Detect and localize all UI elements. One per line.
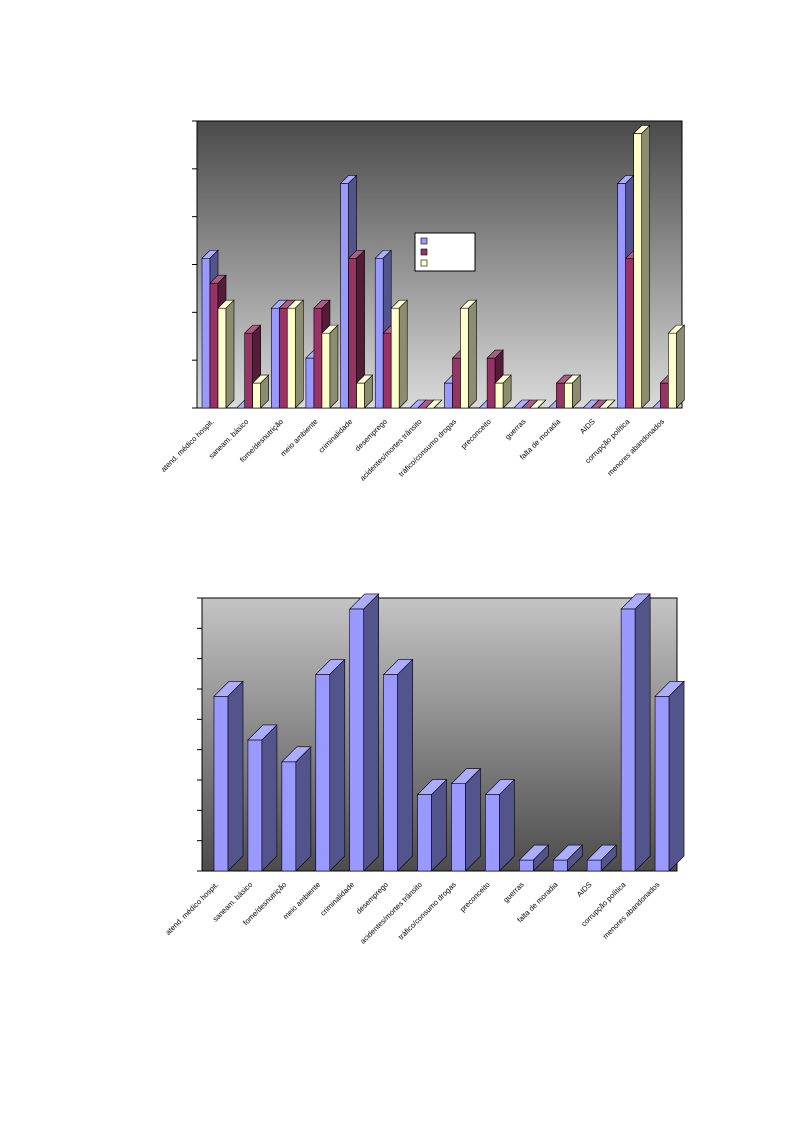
bar-acidentes-mortes-transito-s1 bbox=[416, 778, 448, 872]
bar-fome-desnutricao-s3 bbox=[286, 299, 305, 409]
bar-atend-medico-hospit-s3 bbox=[217, 299, 235, 409]
bar-aids-s3 bbox=[598, 399, 616, 409]
bar-atend-medico-hospit-s1 bbox=[213, 680, 244, 872]
bar-desemprego-s3 bbox=[390, 299, 408, 409]
bar-trafico-consumo-drogas-s3 bbox=[459, 299, 478, 409]
bar-trafico-consumo-drogas-s1 bbox=[450, 767, 482, 872]
x-tick-label: AIDS bbox=[578, 417, 597, 436]
bar-meio-ambiente-s1 bbox=[315, 658, 346, 872]
x-tick-label: atend. médico hospit. bbox=[159, 417, 216, 474]
bar-preconceito-s1 bbox=[484, 778, 516, 872]
x-tick-label: preconceito bbox=[459, 417, 493, 451]
x-tick-label: atend. médico hospit. bbox=[164, 880, 221, 937]
legend-swatch bbox=[420, 248, 428, 256]
legend bbox=[414, 232, 476, 272]
x-tick-label: acidentes/mortes trânsito bbox=[358, 880, 424, 946]
bar-menores-abandonados-s3 bbox=[667, 324, 686, 409]
bar-criminalidade-s3 bbox=[355, 374, 374, 409]
bar-preconceito-s3 bbox=[494, 374, 512, 409]
x-tick-label: menores abandonados bbox=[605, 417, 666, 478]
bar-menores-abandonados-s1 bbox=[654, 680, 685, 872]
bar-acidentes-mortes-transito-s3 bbox=[425, 399, 443, 409]
bar-meio-ambiente-s3 bbox=[321, 324, 339, 409]
x-tick-label: AIDS bbox=[575, 880, 594, 899]
bar-fome-desnutricao-s1 bbox=[281, 746, 312, 872]
bar-falta-de-moradia-s3 bbox=[563, 374, 582, 409]
legend-swatch bbox=[420, 259, 428, 267]
bar-guerras-s3 bbox=[529, 399, 547, 409]
x-tick-label: acidentes/mortes trânsito bbox=[358, 417, 424, 483]
x-tick-label: guerras bbox=[501, 880, 526, 905]
bar-aids-s1 bbox=[586, 844, 617, 872]
bar-saneam-basico-s1 bbox=[247, 724, 278, 872]
bar-corrupcao-politica-s3 bbox=[632, 124, 651, 409]
x-tick-label: menores abandonados bbox=[601, 880, 662, 941]
bar-criminalidade-s2 bbox=[347, 249, 366, 409]
x-tick-label: desemprego bbox=[353, 417, 389, 453]
x-tick-label: tráfico/consumo drogas bbox=[396, 880, 458, 942]
x-tick-label: tráfico/consumo drogas bbox=[397, 417, 459, 479]
x-tick-label: preconceito bbox=[458, 880, 492, 914]
legend-swatch bbox=[420, 237, 428, 245]
x-tick-label: guerras bbox=[503, 417, 528, 442]
x-tick-label: desemprego bbox=[354, 880, 390, 916]
x-tick-label: criminalidade bbox=[317, 417, 355, 455]
bar-guerras-s1 bbox=[518, 844, 550, 872]
x-tick-label: criminalidade bbox=[318, 880, 356, 918]
bar-saneam-basico-s3 bbox=[251, 374, 270, 409]
bar-desemprego-s1 bbox=[382, 658, 414, 872]
bar-criminalidade-s1 bbox=[348, 593, 380, 872]
chart-bottom: atend. médico hospit.saneam. básicofome/… bbox=[164, 593, 685, 946]
bar-corrupcao-politica-s1 bbox=[620, 593, 651, 872]
bar-falta-de-moradia-s1 bbox=[552, 844, 584, 872]
chart-top: atend. médico hospit.saneam. básicofome/… bbox=[159, 120, 686, 483]
